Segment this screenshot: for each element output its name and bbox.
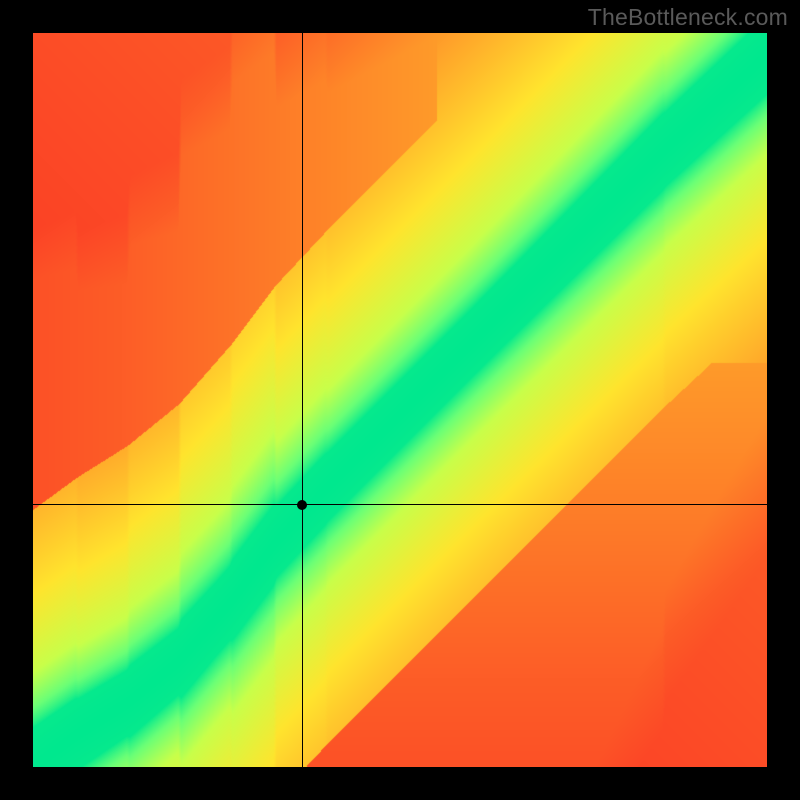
crosshair-horizontal bbox=[33, 504, 767, 505]
heatmap-plot bbox=[33, 33, 767, 767]
bottleneck-marker-dot bbox=[297, 500, 307, 510]
crosshair-vertical bbox=[302, 33, 303, 767]
chart-container: TheBottleneck.com bbox=[0, 0, 800, 800]
heatmap-canvas bbox=[33, 33, 767, 767]
watermark-text: TheBottleneck.com bbox=[588, 4, 788, 31]
